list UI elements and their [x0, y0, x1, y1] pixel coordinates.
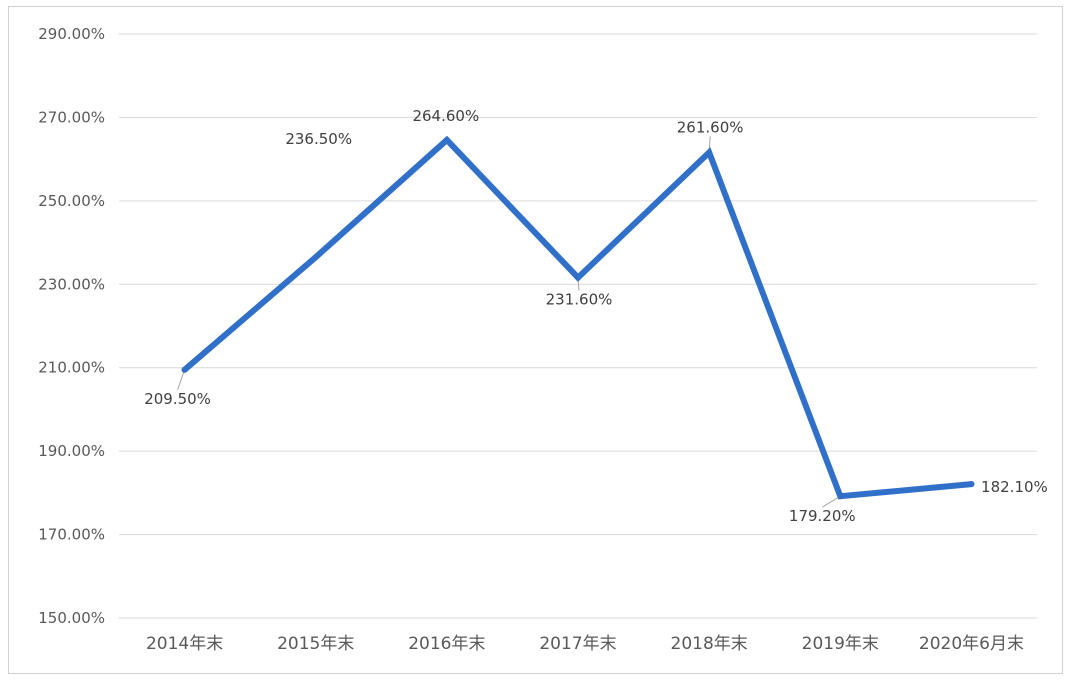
gridlines — [119, 33, 1037, 619]
y-tick-label: 190.00% — [38, 442, 105, 460]
x-tick-label: 2019年末 — [802, 634, 879, 654]
x-tick-label: 2015年末 — [277, 634, 354, 654]
data-label: 264.60% — [412, 107, 479, 125]
data-point — [181, 366, 188, 373]
x-tick-label: 2016年末 — [408, 634, 485, 654]
data-label: 179.20% — [789, 507, 856, 525]
y-tick-label: 250.00% — [38, 192, 105, 210]
data-label: 231.60% — [546, 291, 613, 309]
y-axis-ticks: 150.00% 170.00% 190.00% 210.00% 230.00% 250.0… — [38, 25, 105, 627]
data-label: 209.50% — [144, 390, 211, 408]
x-tick-label: 2020年6月末 — [919, 634, 1024, 654]
series-line-layer — [181, 135, 975, 500]
label-leader — [822, 495, 841, 508]
y-tick-label: 150.00% — [38, 609, 105, 627]
line-chart: 150.00% 170.00% 190.00% 210.00% 230.00% 250.0… — [38, 25, 1048, 654]
data-labels: 209.50% 236.50% 264.60% 231.60% 261.60% 179.2… — [144, 107, 1048, 525]
data-point — [443, 136, 450, 143]
label-leader — [177, 369, 186, 390]
data-point — [837, 493, 844, 500]
y-tick-label: 230.00% — [38, 275, 105, 293]
data-label: 236.50% — [285, 130, 352, 148]
chart-frame: 150.00% 170.00% 190.00% 210.00% 230.00% 250.0… — [8, 6, 1063, 674]
x-tick-label: 2017年末 — [539, 634, 616, 654]
y-tick-label: 270.00% — [38, 108, 105, 126]
data-point — [706, 149, 713, 156]
data-point — [968, 481, 975, 488]
y-tick-label: 170.00% — [38, 526, 105, 544]
data-label: 182.10% — [981, 478, 1048, 496]
x-tick-label: 2014年末 — [146, 634, 223, 654]
x-axis-ticks: 2014年末 2015年末 2016年末 2017年末 2018年末 2019年末 2020… — [146, 634, 1024, 654]
series-line — [181, 135, 975, 500]
data-point — [575, 274, 581, 281]
y-tick-label: 210.00% — [38, 359, 105, 377]
data-point — [312, 254, 319, 261]
data-label: 261.60% — [677, 118, 744, 136]
y-tick-label: 290.00% — [38, 25, 105, 43]
x-tick-label: 2018年末 — [671, 634, 748, 654]
